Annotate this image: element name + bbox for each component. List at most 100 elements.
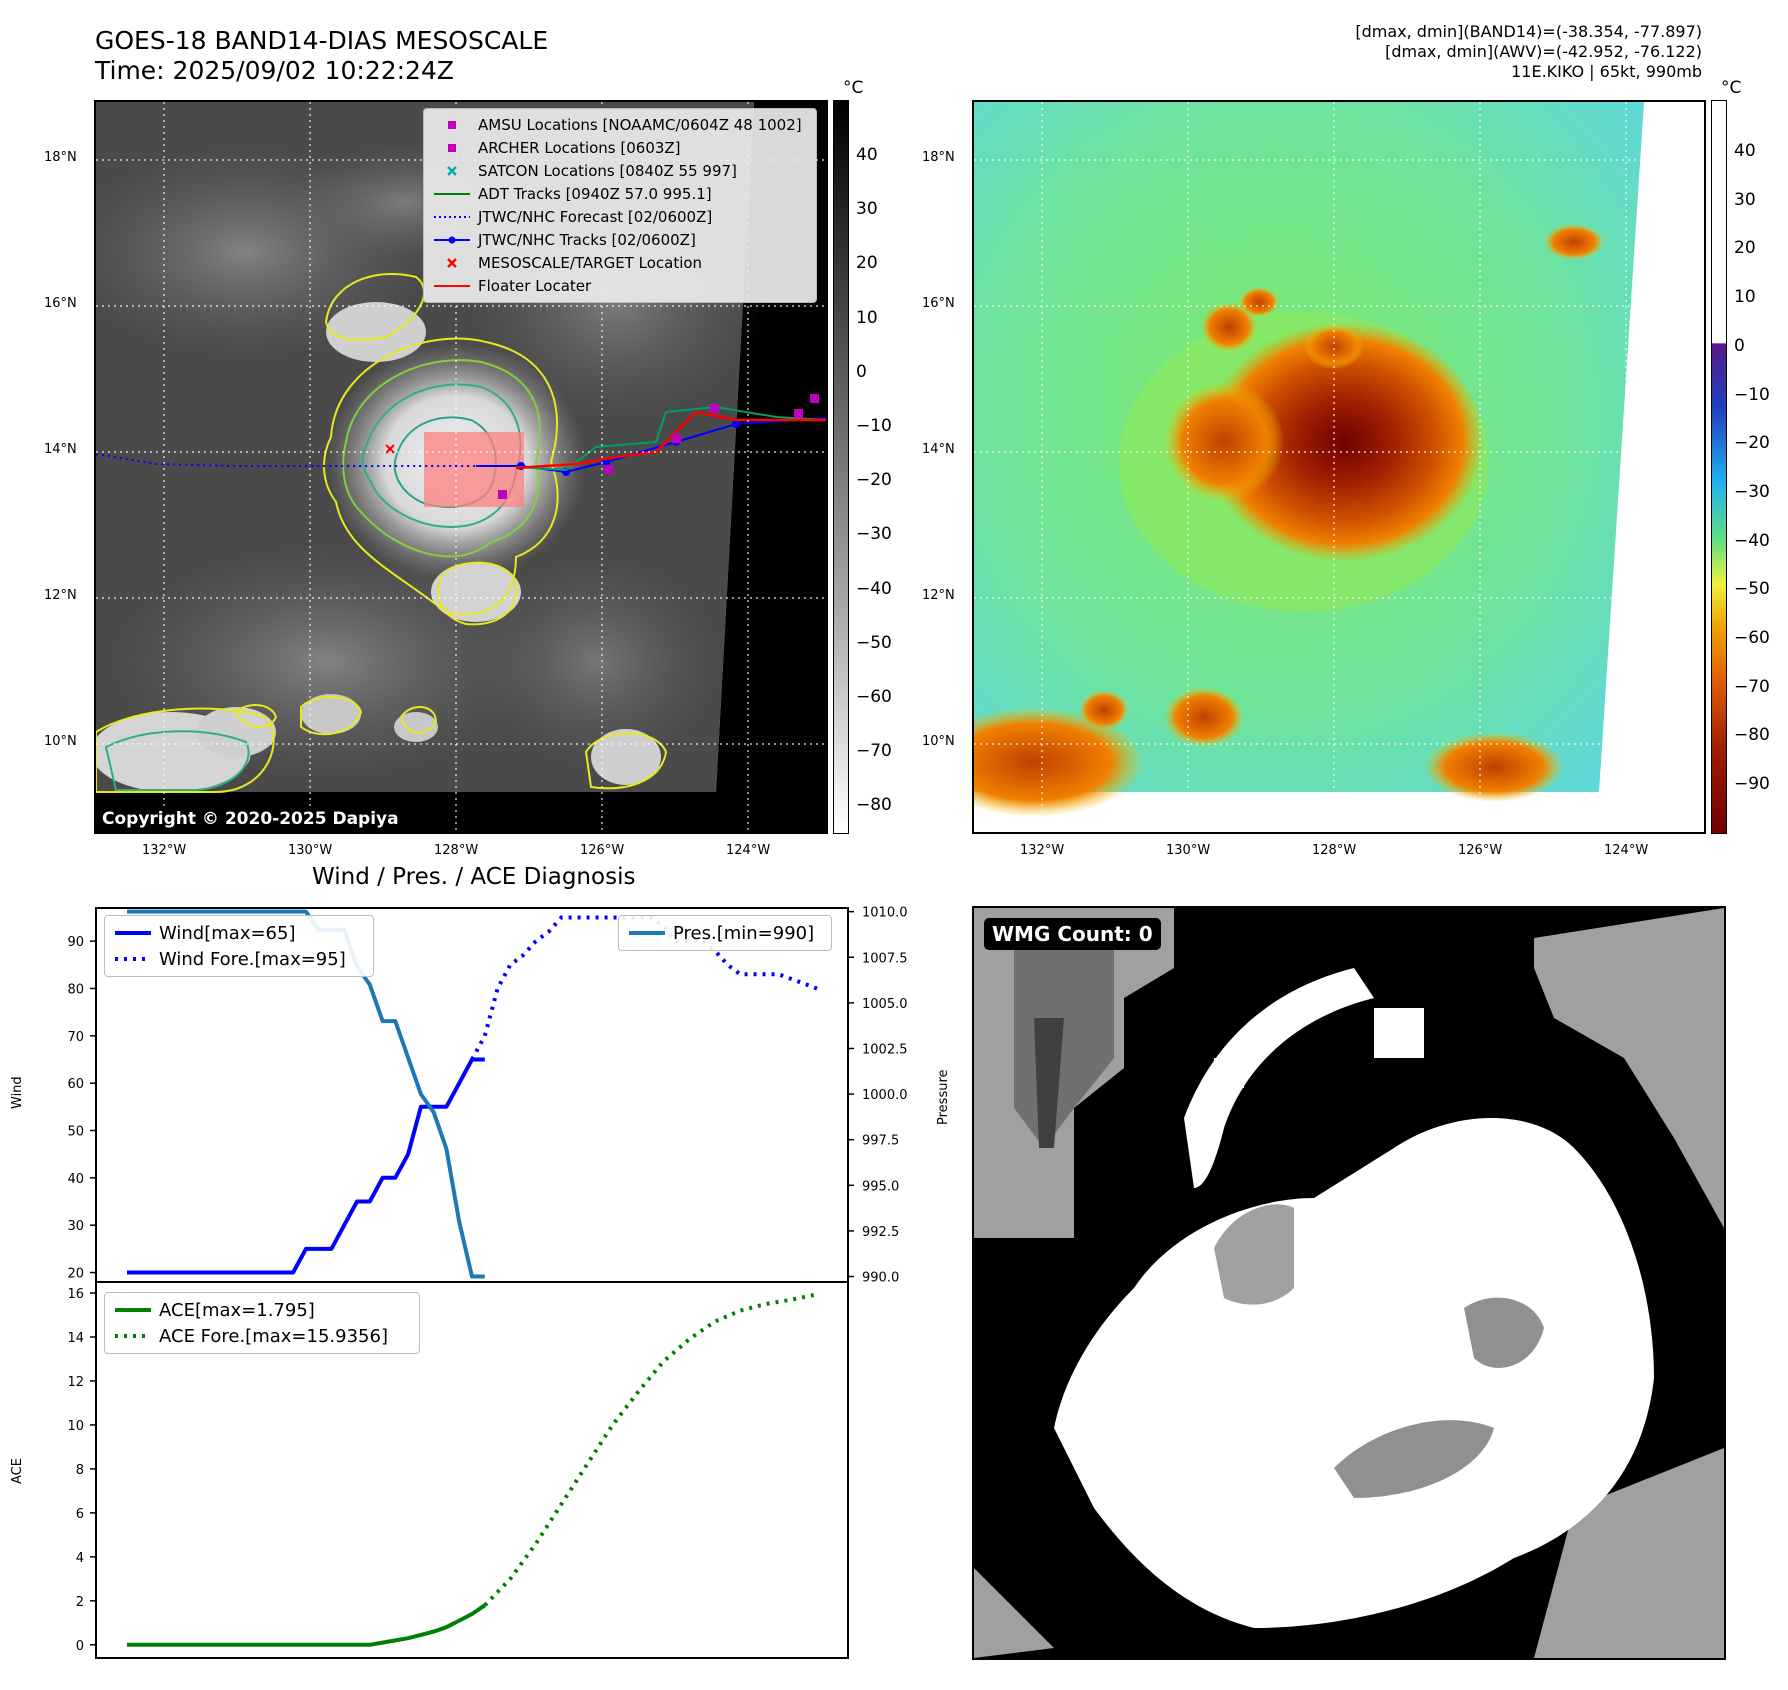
ace-ylabel: ACE xyxy=(10,1458,25,1484)
wind-ylabel: Wind xyxy=(10,1076,25,1109)
lat-tick-label: 12°N xyxy=(44,588,77,603)
lat-tick-label: 10°N xyxy=(922,734,955,749)
ace-legend-swatch xyxy=(115,1308,151,1312)
wind-tick-label: 90 xyxy=(67,935,84,950)
lon-tick-label: 126°W xyxy=(580,843,625,858)
map-legend-label: SATCON Locations [0840Z 55 997] xyxy=(478,161,737,180)
pres-tick-label: 1010.0 xyxy=(862,906,908,921)
color-colorbar-tick: 20 xyxy=(1734,238,1756,259)
map-legend-label: ADT Tracks [0940Z 57.0 995.1] xyxy=(478,184,712,203)
pres-tick-label: 1007.5 xyxy=(862,951,908,966)
gray-colorbar-tick: −40 xyxy=(856,578,892,599)
ace-tick-label: 4 xyxy=(76,1551,84,1566)
gray-colorbar-tick: −20 xyxy=(856,470,892,491)
ace-tick-label: 14 xyxy=(67,1331,84,1346)
ace-series-line xyxy=(127,1603,486,1647)
wind-legend-swatch xyxy=(115,931,151,935)
gray-colorbar-tick: 10 xyxy=(856,307,878,328)
copyright: Copyright © 2020-2025 Dapiya xyxy=(96,806,405,832)
info-storm: 11E.KIKO | 65kt, 990mb xyxy=(1511,62,1702,81)
wind-legend: Wind[max=65] Wind Fore.[max=95] xyxy=(104,915,374,977)
color-colorbar-tick: 40 xyxy=(1734,141,1756,161)
map-legend-label: MESOSCALE/TARGET Location xyxy=(478,253,703,272)
ace-tick-label: 0 xyxy=(76,1639,84,1654)
color-colorbar-tick: 0 xyxy=(1734,335,1745,356)
gray-colorbar-tick: −60 xyxy=(856,687,892,707)
pres-legend-label: Pres.[min=990] xyxy=(673,922,815,944)
wind-tick-label: 70 xyxy=(67,1030,84,1045)
pressure-series-line xyxy=(127,909,485,1279)
lat-tick-label: 16°N xyxy=(44,296,77,311)
wind-legend-label: Wind[max=65] xyxy=(159,922,296,944)
map-legend-label: AMSU Locations [NOAAMC/0604Z 48 1002] xyxy=(478,115,802,134)
lon-tick-label: 130°W xyxy=(1166,843,1211,858)
gray-colorbar-tick: 0 xyxy=(856,361,867,382)
map-legend-label: Floater Locater xyxy=(478,276,592,295)
chart-time: Time: 2025/09/02 10:22:24Z xyxy=(95,56,454,85)
pres-tick-label: 997.5 xyxy=(862,1134,899,1149)
color-colorbar-tick: −30 xyxy=(1734,481,1770,502)
ir-color-map xyxy=(972,100,1706,834)
map-legend-swatch xyxy=(434,192,470,195)
lon-tick-label: 132°W xyxy=(1020,843,1065,858)
gray-colorbar-tick: −50 xyxy=(856,632,892,653)
wind-tick-label: 40 xyxy=(67,1172,84,1187)
lon-tick-label: 126°W xyxy=(1458,843,1503,858)
color-colorbar-tick: −50 xyxy=(1734,579,1770,600)
gray-colorbar-tick: −10 xyxy=(856,416,892,436)
wind-tick-label: 60 xyxy=(67,1077,84,1092)
lon-tick-label: 128°W xyxy=(1312,843,1357,858)
gray-colorbar-tick: 40 xyxy=(856,145,878,165)
pres-tick-label: 1002.5 xyxy=(862,1042,908,1057)
color-colorbar-tick: 10 xyxy=(1734,287,1756,308)
map-legend-label: ARCHER Locations [0603Z] xyxy=(478,138,681,157)
info-dmax-awv: [dmax, dmin](AWV)=(-42.952, -76.122) xyxy=(1385,42,1702,61)
wmg-image xyxy=(974,908,1724,1658)
ace-tick-label: 2 xyxy=(76,1595,84,1610)
gray-colorbar xyxy=(833,100,849,834)
lat-tick-label: 18°N xyxy=(922,150,955,165)
lon-tick-label: 130°W xyxy=(288,843,333,858)
diagnosis-title: Wind / Pres. / ACE Diagnosis xyxy=(312,864,636,890)
wind-forecast-series-line xyxy=(470,915,818,1061)
ace-legend-label: ACE[max=1.795] xyxy=(159,1299,315,1321)
pres-tick-label: 992.5 xyxy=(862,1225,899,1240)
lat-tick-label: 12°N xyxy=(922,588,955,603)
map-legend-label: JTWC/NHC Tracks [02/0600Z] xyxy=(478,230,696,249)
color-colorbar-tick: −20 xyxy=(1734,433,1770,454)
ir-gray-map: AMSU Locations [NOAAMC/0604Z 48 1002] ARC… xyxy=(94,100,828,834)
map-legend-swatch xyxy=(448,120,456,129)
pres-ylabel: Pressure xyxy=(936,1069,951,1125)
wind-series-line xyxy=(127,1057,485,1275)
ace-axes-frame xyxy=(95,1281,849,1659)
map-legend: AMSU Locations [NOAAMC/0604Z 48 1002] ARC… xyxy=(423,108,817,303)
ace-forecast-series-line xyxy=(483,1292,818,1607)
info-dmax-band14: [dmax, dmin](BAND14)=(-38.354, -77.897) xyxy=(1355,22,1702,41)
map-legend-swatch xyxy=(447,165,457,176)
ace-tick-label: 12 xyxy=(67,1375,84,1390)
lon-tick-label: 132°W xyxy=(142,843,187,858)
wmg-panel: WMG Count: 0 xyxy=(972,906,1726,1660)
ace-fore-legend-swatch xyxy=(115,1334,151,1338)
pres-legend-swatch xyxy=(629,931,665,935)
wind-fore-legend-swatch xyxy=(115,957,151,961)
gray-colorbar-tick: 30 xyxy=(856,199,878,220)
ace-tick-label: 16 xyxy=(67,1287,84,1302)
map-legend-item: Floater Locater xyxy=(432,274,808,297)
color-colorbar xyxy=(1711,100,1727,834)
pres-tick-label: 1005.0 xyxy=(862,997,908,1012)
color-colorbar-tick: −90 xyxy=(1734,774,1770,795)
color-colorbar-tick: −70 xyxy=(1734,676,1770,697)
gray-colorbar-tick: 20 xyxy=(856,253,878,274)
ace-legend: ACE[max=1.795] ACE Fore.[max=15.9356] xyxy=(104,1292,420,1354)
color-colorbar-tick: −60 xyxy=(1734,628,1770,648)
map-legend-swatch xyxy=(434,215,470,218)
lat-tick-label: 10°N xyxy=(44,734,77,749)
map-legend-label: JTWC/NHC Forecast [02/0600Z] xyxy=(478,207,713,226)
map-legend-item: JTWC/NHC Forecast [02/0600Z] xyxy=(432,205,808,228)
ace-tick-label: 10 xyxy=(67,1419,84,1434)
ir-color-image xyxy=(974,102,1704,832)
color-colorbar-tick: −10 xyxy=(1734,384,1770,405)
wmg-count-badge: WMG Count: 0 xyxy=(984,918,1161,950)
pres-tick-label: 995.0 xyxy=(862,1179,899,1194)
